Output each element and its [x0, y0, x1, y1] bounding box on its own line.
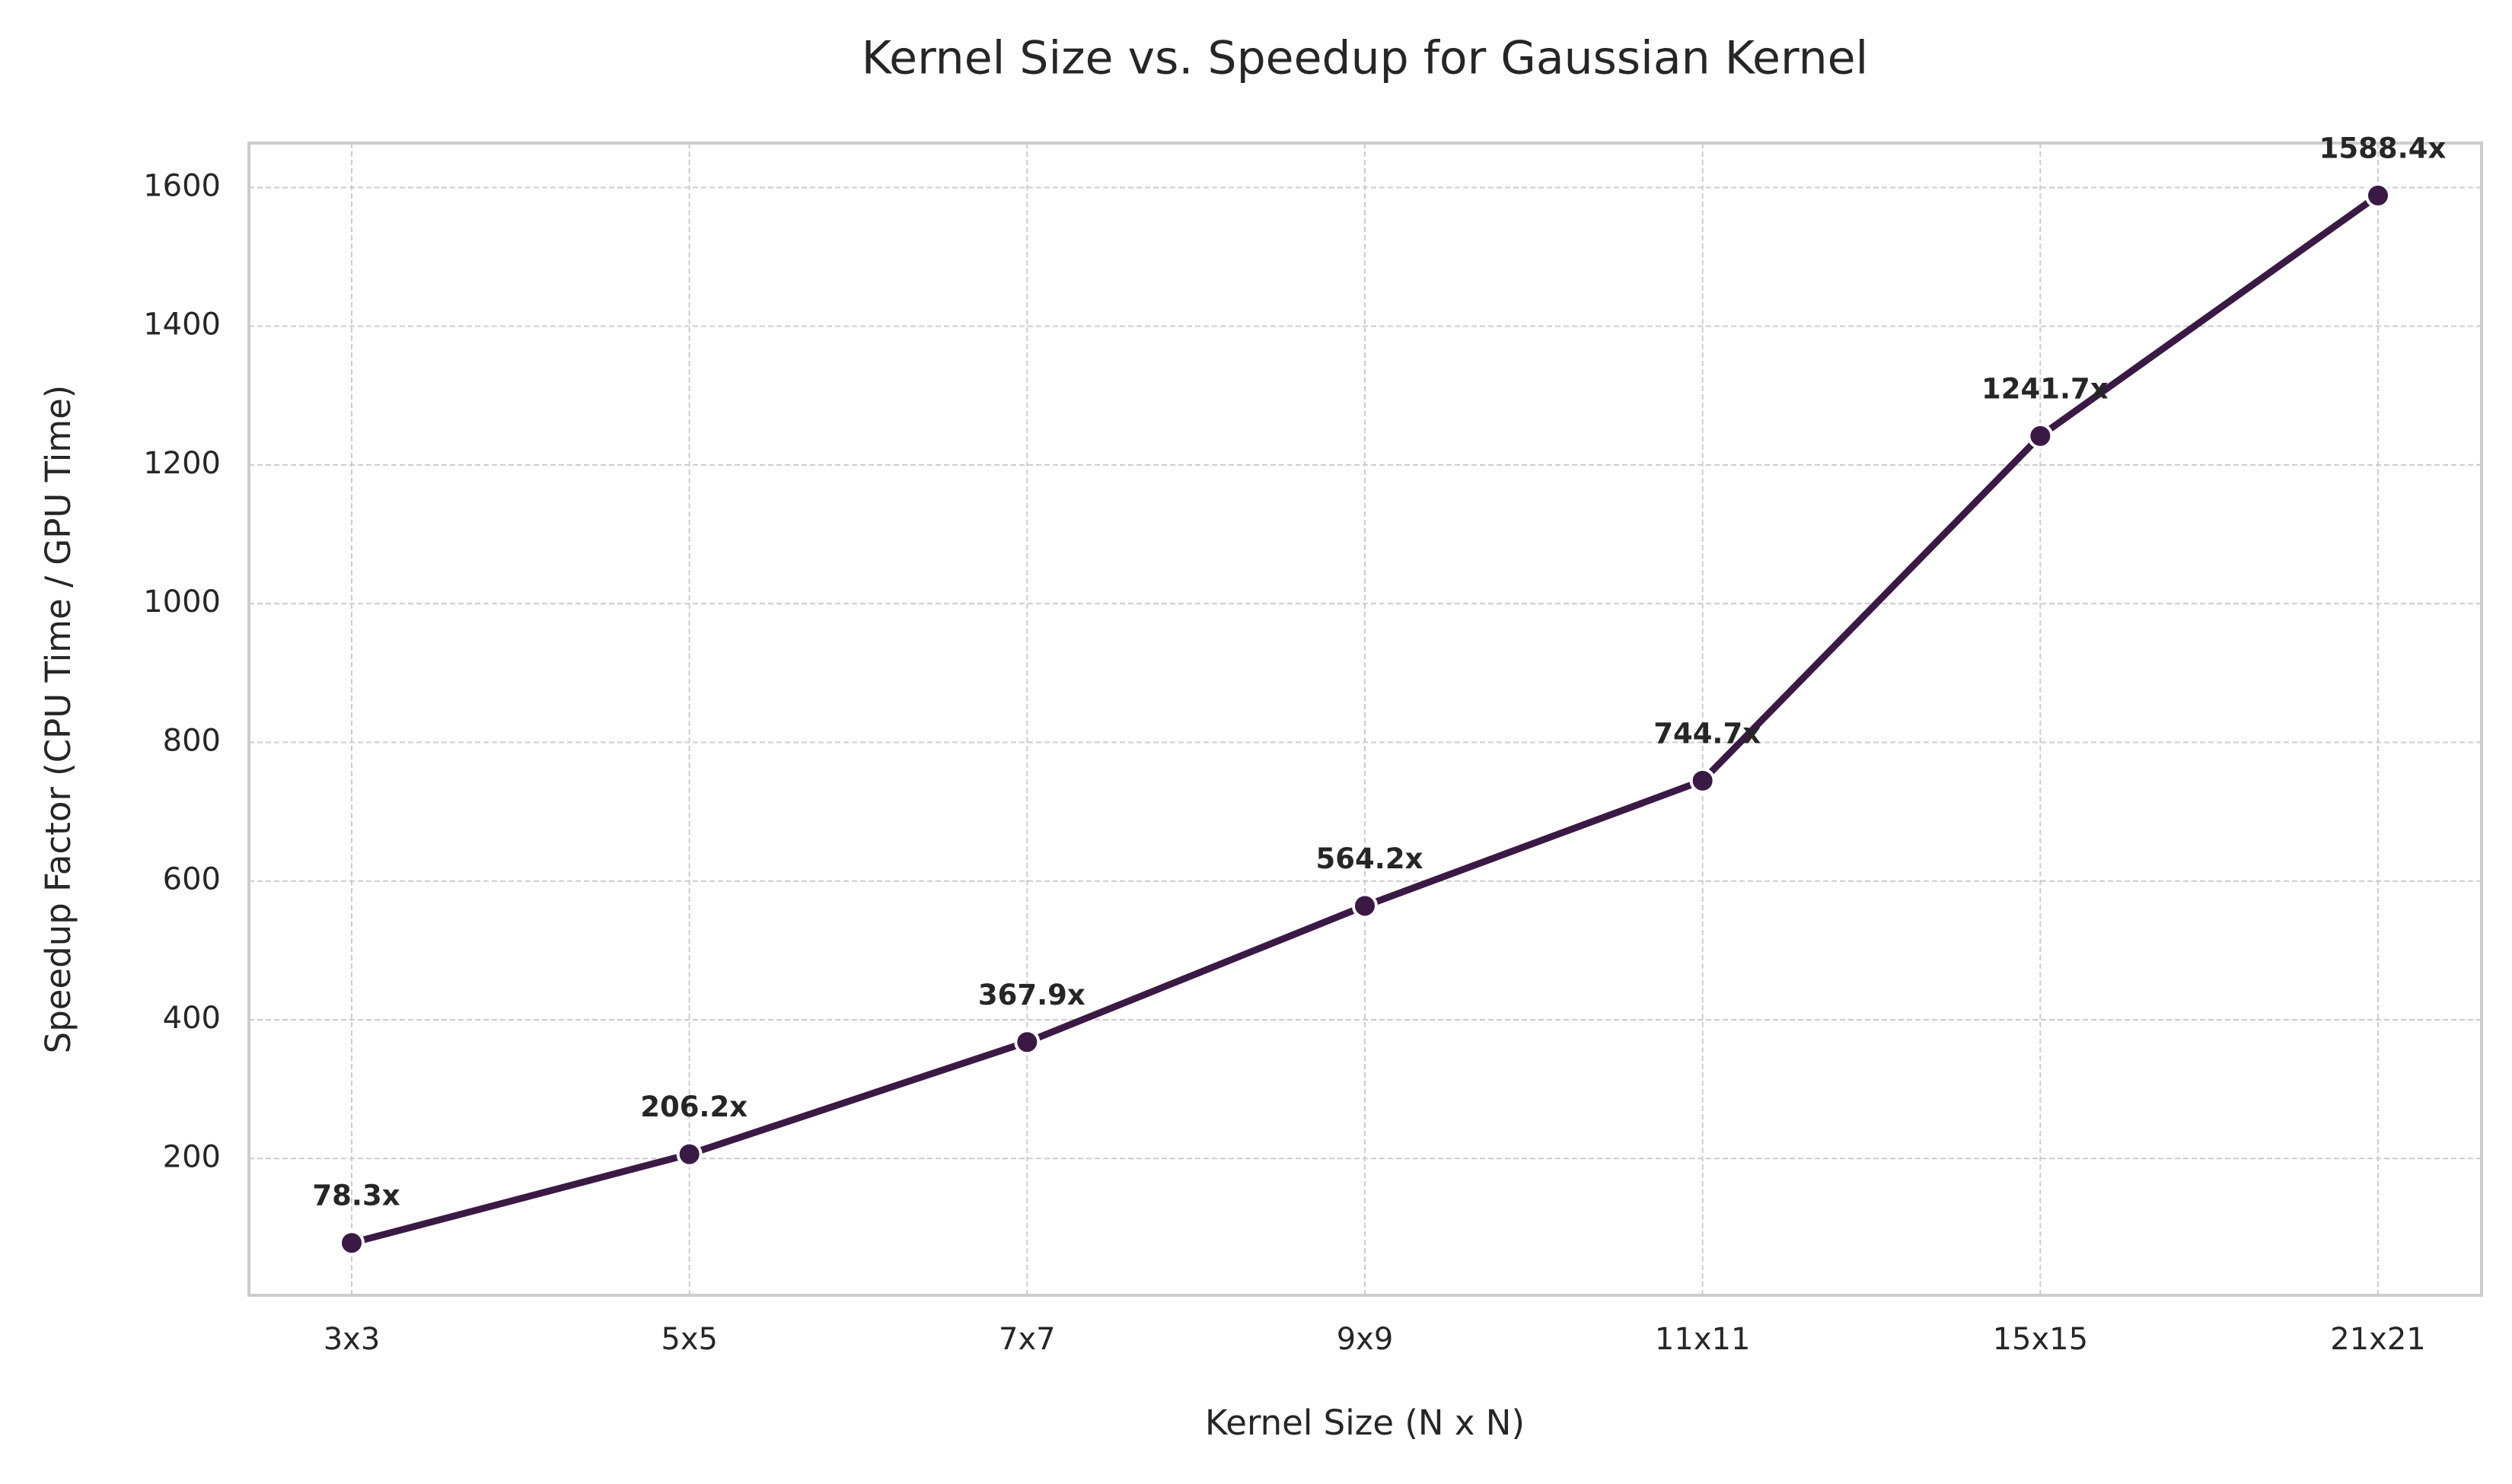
x-tick-label: 15x15 [1993, 1322, 2088, 1357]
y-tick-label: 600 [163, 862, 221, 897]
data-label: 744.7x [1653, 717, 1761, 750]
x-tick-label: 21x21 [2330, 1322, 2425, 1357]
x-tick-label: 7x7 [999, 1322, 1056, 1357]
data-label: 1241.7x [1981, 372, 2109, 405]
y-tick-label: 200 [163, 1139, 221, 1174]
x-axis-ticks: 3x3 5x5 7x7 9x9 11x11 15x15 21x21 [324, 1322, 2426, 1357]
x-tick-label: 3x3 [324, 1322, 381, 1357]
data-label: 367.9x [978, 979, 1085, 1011]
grid [249, 143, 2482, 1295]
y-tick-label: 400 [163, 1001, 221, 1036]
data-labels: 78.3x 206.2x 367.9x 564.2x 744.7x 1241.7x 1588… [312, 132, 2446, 1212]
data-point [676, 1141, 703, 1167]
data-point [2027, 422, 2054, 449]
y-tick-label: 1600 [143, 168, 221, 203]
data-label: 206.2x [640, 1091, 748, 1123]
chart-title: Kernel Size vs. Speedup for Gaussian Ker… [862, 32, 1868, 85]
y-axis-ticks: 200 400 600 800 1000 1200 1400 1600 [143, 168, 221, 1174]
data-label: 564.2x [1316, 842, 1423, 875]
y-axis-label: Speedup Factor (CPU Time / GPU Time) [38, 385, 78, 1054]
data-point [2365, 182, 2391, 209]
data-label: 78.3x [312, 1180, 400, 1212]
y-tick-label: 1200 [143, 446, 221, 481]
series [339, 182, 2391, 1256]
data-label: 1588.4x [2319, 132, 2447, 164]
x-axis-label: Kernel Size (N x N) [1205, 1403, 1525, 1443]
data-point [339, 1230, 365, 1256]
y-tick-label: 800 [163, 723, 221, 758]
plot-frame [247, 142, 2483, 1297]
data-point [1014, 1029, 1041, 1056]
data-point [1352, 893, 1378, 919]
y-tick-label: 1000 [143, 584, 221, 619]
x-tick-label: 5x5 [661, 1322, 718, 1357]
y-tick-label: 1400 [143, 307, 221, 342]
x-tick-label: 11x11 [1655, 1322, 1750, 1357]
data-point [1689, 767, 1716, 794]
x-tick-label: 9x9 [1337, 1322, 1394, 1357]
